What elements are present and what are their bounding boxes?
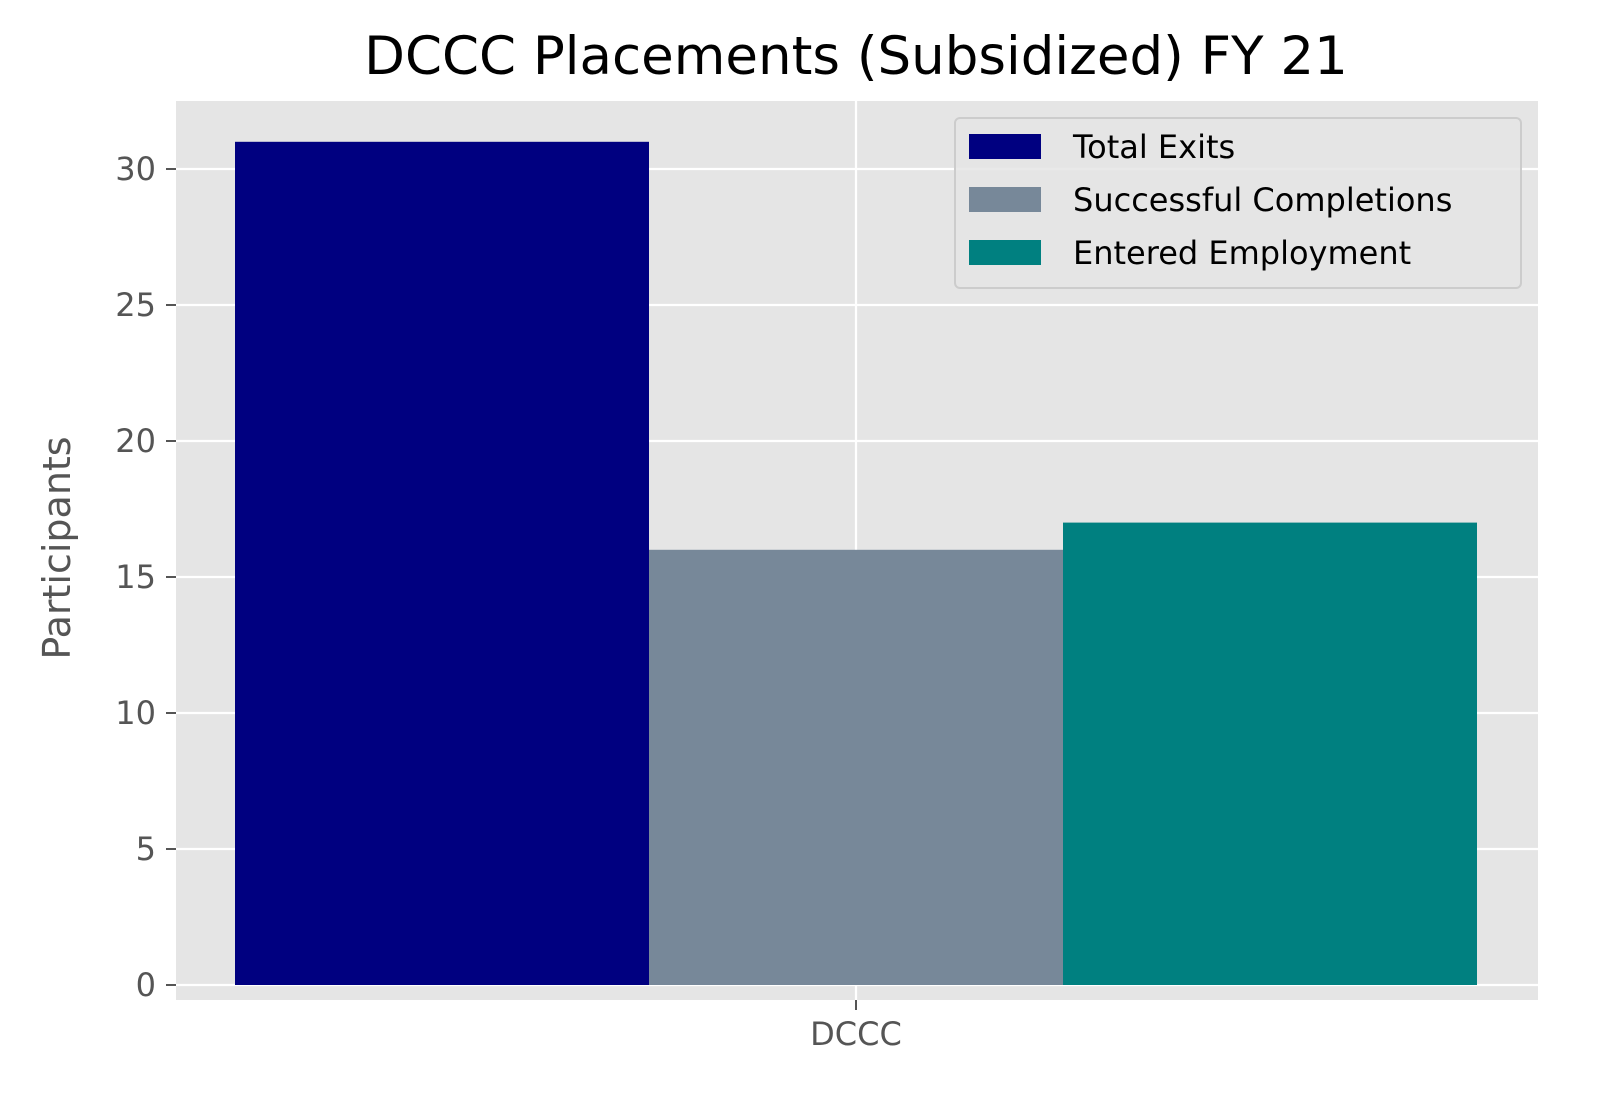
y-tick-label: 25 <box>115 286 156 324</box>
legend-box <box>954 117 1522 289</box>
legend-swatch <box>969 134 1041 159</box>
bar-total-exits <box>235 141 649 986</box>
y-axis-title: Participants <box>35 436 79 659</box>
bars <box>235 141 1477 986</box>
legend-swatch <box>969 187 1041 212</box>
y-tick-label: 30 <box>115 150 156 188</box>
legend-label: Entered Employment <box>1073 234 1411 272</box>
legend: Total Exits Successful Completions Entered… <box>954 117 1522 289</box>
y-tick-label: 10 <box>115 694 156 732</box>
bar-entered-employment <box>1063 522 1477 985</box>
x-tick-label: DCCC <box>810 1015 902 1053</box>
legend-label: Total Exits <box>1072 128 1235 166</box>
legend-swatch <box>969 240 1041 265</box>
axes: 0 5 10 15 20 25 30 DCCC <box>115 150 902 1053</box>
y-tick-label: 5 <box>136 830 156 868</box>
chart-title: DCCC Placements (Subsidized) FY 21 <box>364 26 1348 87</box>
bar-successful-completions <box>649 549 1063 985</box>
legend-label: Successful Completions <box>1073 181 1452 219</box>
y-tick-label: 20 <box>115 422 156 460</box>
y-tick-label: 0 <box>136 966 156 1004</box>
y-tick-label: 15 <box>115 558 156 596</box>
